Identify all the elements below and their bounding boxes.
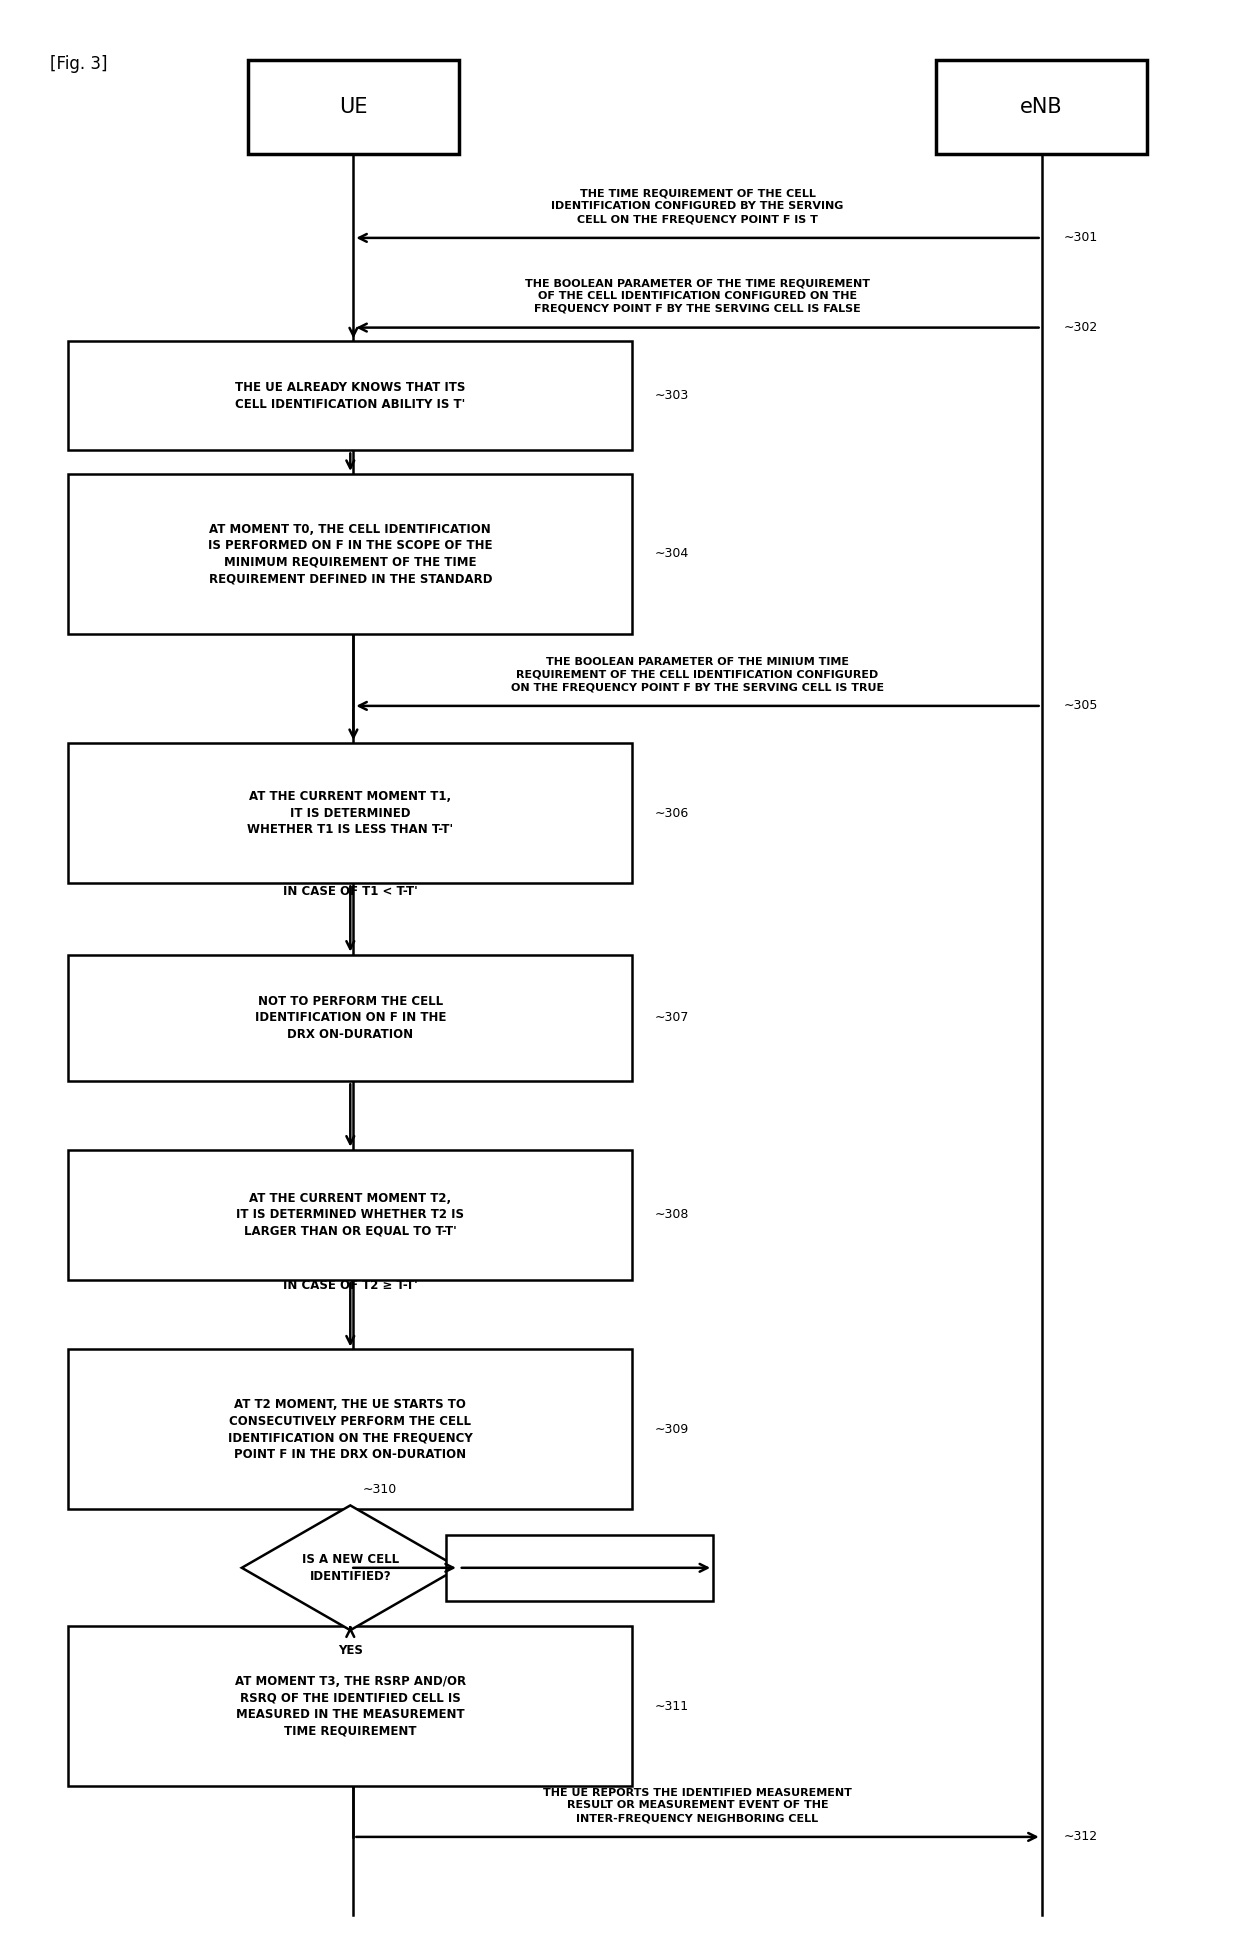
Text: THE BOOLEAN PARAMETER OF THE TIME REQUIREMENT
OF THE CELL IDENTIFICATION CONFIGU: THE BOOLEAN PARAMETER OF THE TIME REQUIR… — [525, 279, 870, 314]
Text: THE BOOLEAN PARAMETER OF THE MINIUM TIME
REQUIREMENT OF THE CELL IDENTIFICATION : THE BOOLEAN PARAMETER OF THE MINIUM TIME… — [511, 657, 884, 692]
Text: IN CASE OF T2 ≥ T-T': IN CASE OF T2 ≥ T-T' — [283, 1279, 418, 1291]
FancyBboxPatch shape — [446, 1535, 713, 1601]
Text: AT T2 MOMENT, THE UE STARTS TO
CONSECUTIVELY PERFORM THE CELL
IDENTIFICATION ON : AT T2 MOMENT, THE UE STARTS TO CONSECUTI… — [228, 1398, 472, 1461]
Text: ∼304: ∼304 — [655, 548, 689, 560]
Text: THE TIME REQUIREMENT OF THE CELL
IDENTIFICATION CONFIGURED BY THE SERVING
CELL O: THE TIME REQUIREMENT OF THE CELL IDENTIF… — [552, 189, 843, 224]
Text: THE UE ALREADY KNOWS THAT ITS
CELL IDENTIFICATION ABILITY IS T': THE UE ALREADY KNOWS THAT ITS CELL IDENT… — [236, 380, 465, 411]
Polygon shape — [242, 1505, 459, 1630]
FancyBboxPatch shape — [68, 341, 632, 450]
Text: AT THE CURRENT MOMENT T1,
IT IS DETERMINED
WHETHER T1 IS LESS THAN T-T': AT THE CURRENT MOMENT T1, IT IS DETERMIN… — [247, 790, 454, 837]
Text: AT MOMENT T3, THE RSRP AND/OR
RSRQ OF THE IDENTIFIED CELL IS
MEASURED IN THE MEA: AT MOMENT T3, THE RSRP AND/OR RSRQ OF TH… — [234, 1675, 466, 1737]
Text: ∼312: ∼312 — [1064, 1831, 1099, 1843]
Text: IN CASE OF T1 < T-T': IN CASE OF T1 < T-T' — [283, 885, 418, 897]
Text: AT MOMENT T0, THE CELL IDENTIFICATION
IS PERFORMED ON F IN THE SCOPE OF THE
MINI: AT MOMENT T0, THE CELL IDENTIFICATION IS… — [208, 523, 492, 585]
Text: ∼307: ∼307 — [655, 1012, 689, 1024]
FancyBboxPatch shape — [68, 1149, 632, 1279]
Text: AT THE CURRENT MOMENT T2,
IT IS DETERMINED WHETHER T2 IS
LARGER THAN OR EQUAL TO: AT THE CURRENT MOMENT T2, IT IS DETERMIN… — [237, 1191, 464, 1238]
Text: ∼308: ∼308 — [655, 1209, 689, 1221]
FancyBboxPatch shape — [936, 60, 1147, 154]
Text: IS A NEW CELL
IDENTIFIED?: IS A NEW CELL IDENTIFIED? — [301, 1552, 399, 1583]
FancyBboxPatch shape — [68, 1626, 632, 1786]
FancyBboxPatch shape — [68, 743, 632, 883]
FancyBboxPatch shape — [68, 1349, 632, 1509]
Text: ∼303: ∼303 — [655, 390, 689, 402]
Text: ∼309: ∼309 — [655, 1424, 689, 1435]
Text: ∼301: ∼301 — [1064, 232, 1099, 244]
FancyBboxPatch shape — [68, 956, 632, 1080]
Text: ∼310: ∼310 — [363, 1482, 397, 1496]
Text: YES: YES — [337, 1644, 363, 1658]
Text: UE: UE — [340, 98, 367, 117]
Text: ∼302: ∼302 — [1064, 322, 1099, 333]
Text: ∼306: ∼306 — [655, 807, 689, 819]
FancyBboxPatch shape — [248, 60, 459, 154]
Text: NOT TO PERFORM THE CELL
IDENTIFICATION ON F IN THE
DRX ON-DURATION: NOT TO PERFORM THE CELL IDENTIFICATION O… — [254, 994, 446, 1041]
FancyBboxPatch shape — [68, 474, 632, 634]
Text: [Fig. 3]: [Fig. 3] — [50, 55, 107, 72]
Text: THE UE REPORTS THE IDENTIFIED MEASUREMENT
RESULT OR MEASUREMENT EVENT OF THE
INT: THE UE REPORTS THE IDENTIFIED MEASUREMEN… — [543, 1788, 852, 1823]
Text: ∼311: ∼311 — [655, 1700, 689, 1712]
Text: ∼305: ∼305 — [1064, 700, 1099, 712]
Text: eNB: eNB — [1021, 98, 1063, 117]
Text: NO: NO — [600, 1539, 621, 1552]
